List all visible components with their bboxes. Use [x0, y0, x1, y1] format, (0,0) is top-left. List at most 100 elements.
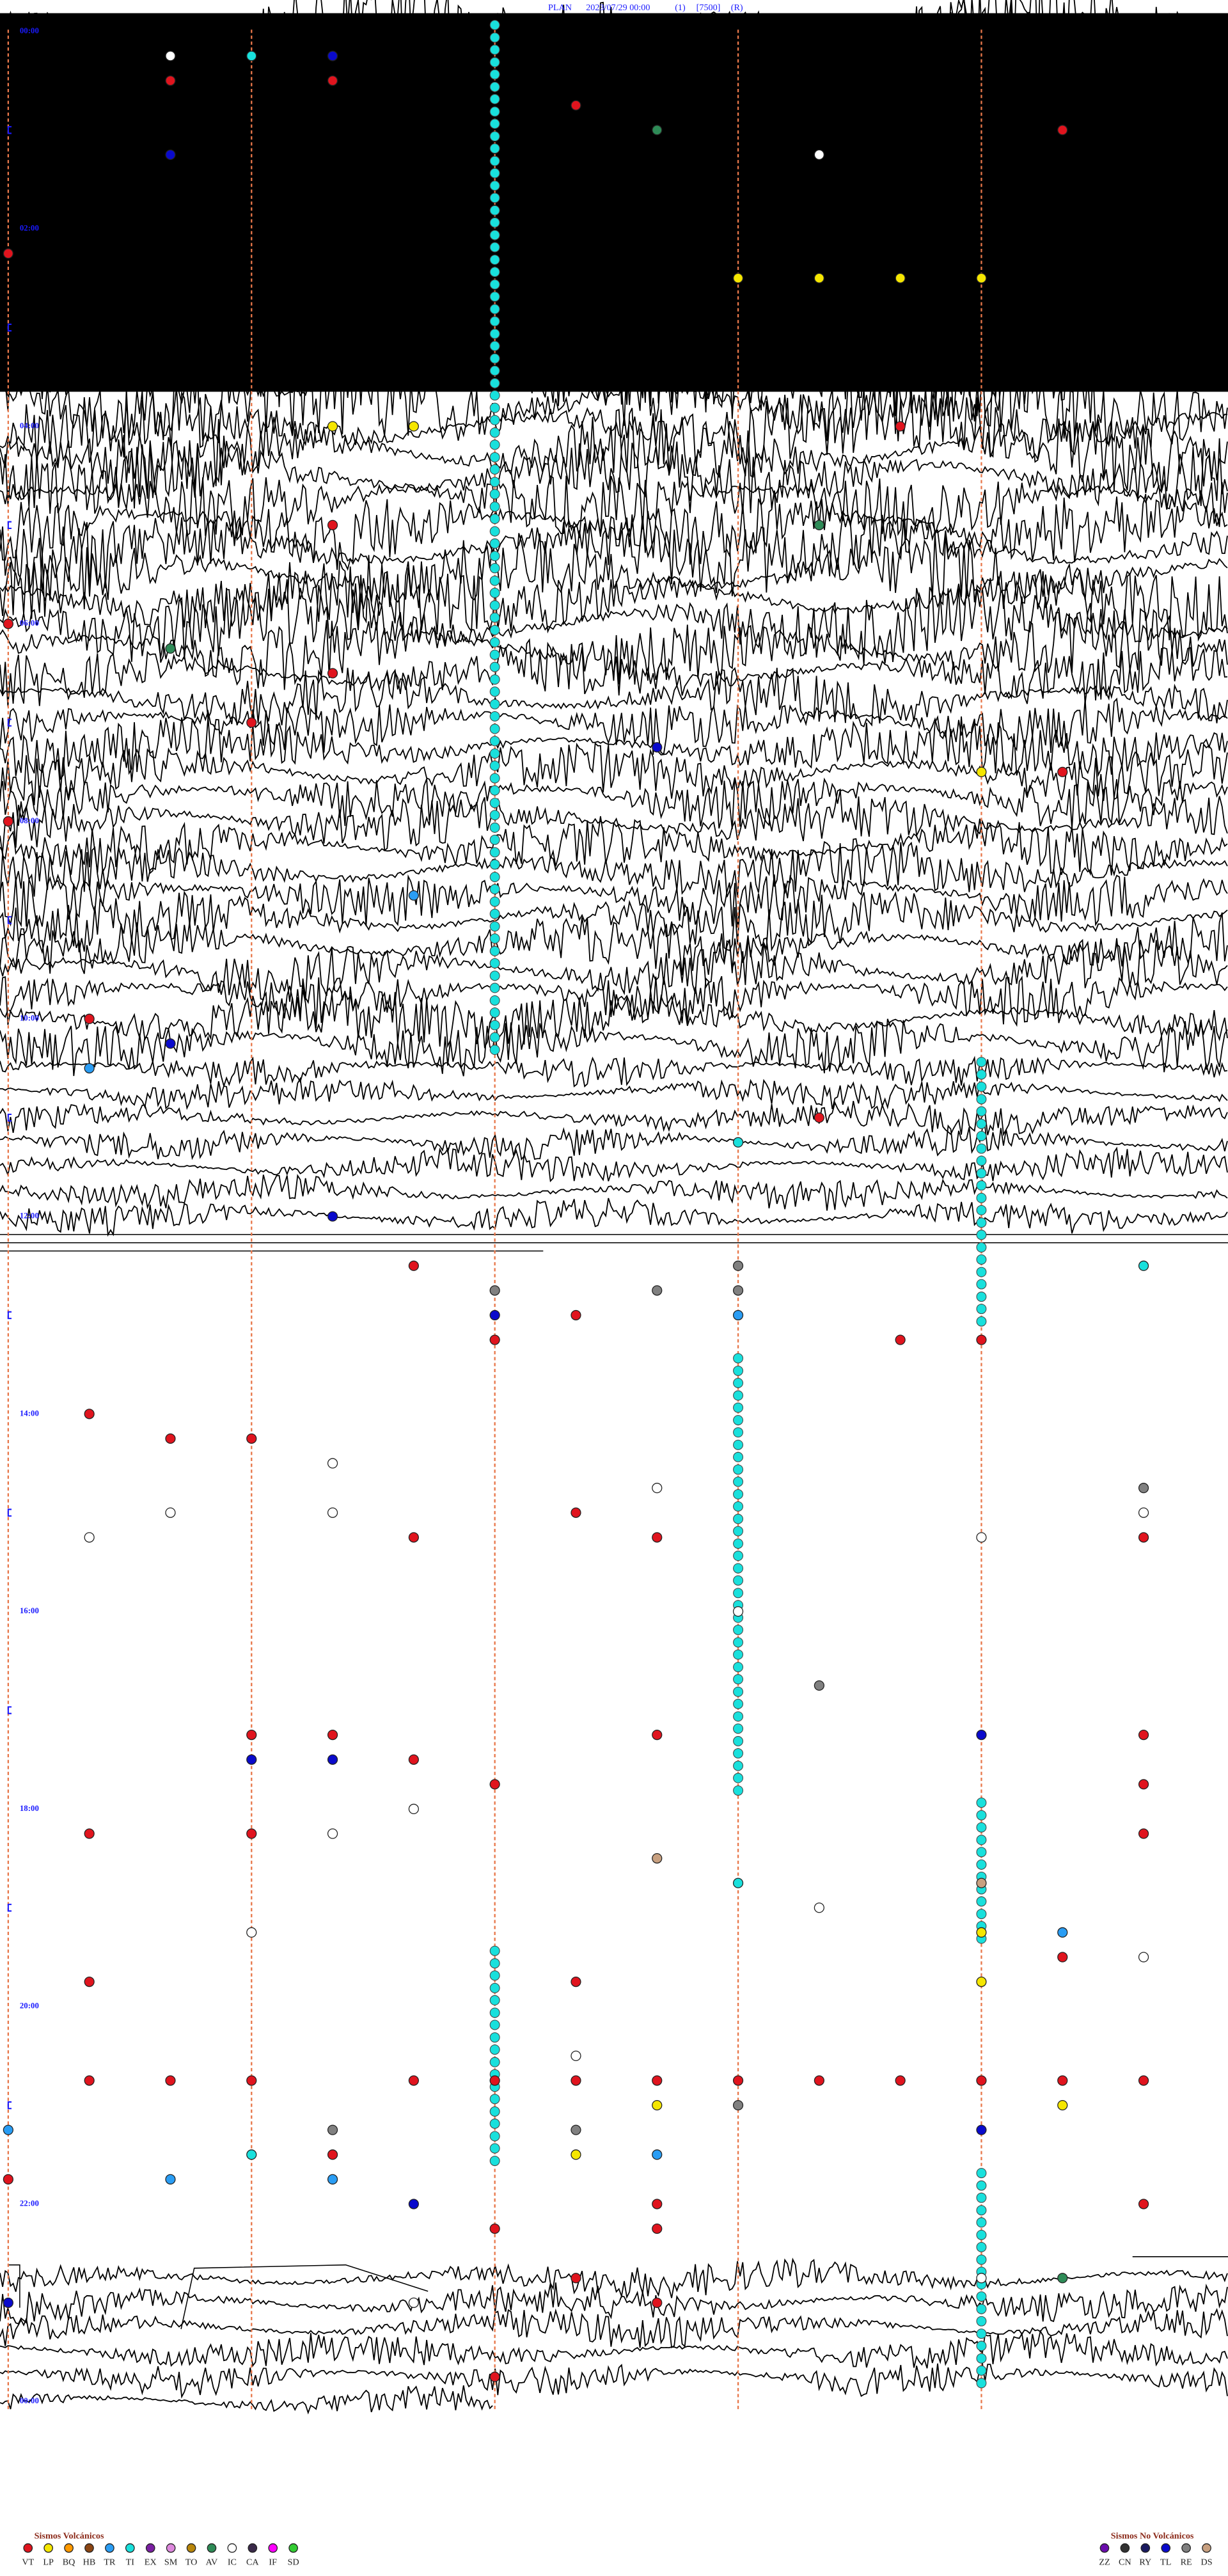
swarm-event	[976, 1896, 987, 1907]
swarm-event	[489, 353, 500, 364]
swarm-event	[733, 1711, 744, 1722]
swarm-event	[976, 2341, 987, 2351]
swarm-event	[489, 2143, 500, 2154]
swarm-event	[489, 847, 500, 858]
swarm-event	[489, 69, 500, 80]
event	[571, 1507, 581, 1518]
legend-code: SD	[288, 2557, 299, 2568]
legend-swatch	[1140, 2543, 1151, 2553]
legend-swatch	[1161, 2543, 1171, 2553]
swarm-event	[733, 1390, 744, 1401]
swarm-event	[489, 205, 500, 216]
event	[1138, 1828, 1149, 1839]
event	[489, 1309, 500, 1321]
swarm-event	[489, 489, 500, 500]
hour-tick	[7, 1114, 12, 1122]
trace-end	[8, 2264, 429, 2330]
waveform	[0, 475, 1228, 546]
swarm-event	[489, 748, 500, 759]
waveform	[0, 2361, 1228, 2399]
swarm-event	[976, 1229, 987, 1240]
swarm-event	[489, 255, 500, 265]
swarm-event	[489, 402, 500, 413]
waveform	[0, 266, 1228, 375]
waveform	[0, 1077, 1228, 1110]
event	[489, 2223, 500, 2234]
event	[327, 1828, 338, 1839]
waveforms	[0, 0, 1228, 2415]
event	[732, 1606, 744, 1617]
event	[327, 668, 338, 679]
swarm-event	[489, 785, 500, 796]
swarm-event	[976, 1168, 987, 1179]
swarm-event	[733, 1624, 744, 1635]
event	[327, 75, 338, 86]
swarm-event	[489, 736, 500, 747]
waveform	[0, 1018, 1228, 1077]
swarm-event	[733, 1674, 744, 1685]
waveform	[0, 890, 1228, 954]
event	[732, 2075, 744, 2086]
event	[165, 1433, 176, 1444]
waveform	[0, 638, 1228, 707]
waveform	[0, 777, 1228, 830]
event	[165, 2075, 176, 2086]
swarm-event	[976, 1279, 987, 1290]
waveform	[0, 2257, 1228, 2300]
waveform	[0, 514, 1228, 597]
hour-label: 20:00	[20, 2002, 39, 2011]
event	[1057, 125, 1068, 136]
hour-label: 00:00	[20, 2396, 39, 2405]
event	[327, 2149, 338, 2160]
swarm-event	[489, 1970, 500, 1981]
swarm-event	[489, 514, 500, 525]
event	[652, 125, 663, 136]
swarm-event	[733, 1551, 744, 1561]
swarm-event	[733, 1563, 744, 1574]
swarm-event	[489, 587, 500, 598]
swarm-event	[976, 2205, 987, 2216]
waveform	[0, 838, 1228, 901]
swarm-event	[489, 1020, 500, 1031]
event	[976, 2075, 987, 2086]
swarm-event	[976, 2192, 987, 2203]
event	[732, 1309, 744, 1321]
waveform	[0, 70, 1228, 190]
legend-code: LP	[43, 2557, 54, 2568]
swarm-event	[733, 1773, 744, 1783]
legend-code: VT	[22, 2557, 34, 2568]
event	[84, 1063, 95, 1074]
event	[408, 1754, 419, 1765]
legend-code: CN	[1119, 2557, 1131, 2568]
swarm-event	[489, 711, 500, 722]
swarm-event	[976, 1094, 987, 1105]
event	[408, 2075, 419, 2086]
hour-label: 12:00	[20, 1212, 39, 1221]
swarm-event	[489, 945, 500, 956]
header: PLAN 2023/07/29 00:00 (1) [7500] (R)	[548, 3, 743, 13]
event	[3, 248, 13, 259]
event	[84, 2075, 95, 2086]
swarm-event	[976, 1810, 987, 1821]
swarm-event	[489, 538, 500, 549]
swarm-event	[489, 761, 500, 771]
legend-swatch	[268, 2543, 278, 2553]
channel: (1)	[675, 3, 686, 13]
hour-label: 00:00	[20, 26, 39, 35]
swarm-event	[733, 1538, 744, 1549]
legend-code: HB	[83, 2557, 96, 2568]
event	[652, 1730, 663, 1741]
swarm-event	[976, 2217, 987, 2228]
swarm-event	[733, 1649, 744, 1660]
event	[732, 1137, 744, 1148]
event	[1057, 2273, 1068, 2284]
event	[246, 2075, 257, 2086]
legend-swatch	[207, 2543, 217, 2553]
hour-tick	[7, 126, 12, 134]
event	[895, 2075, 906, 2086]
swarm-event	[489, 279, 500, 290]
swarm-event	[489, 439, 500, 450]
swarm-event	[976, 1316, 987, 1327]
hour-label: 10:00	[20, 1014, 39, 1023]
event	[732, 273, 744, 283]
